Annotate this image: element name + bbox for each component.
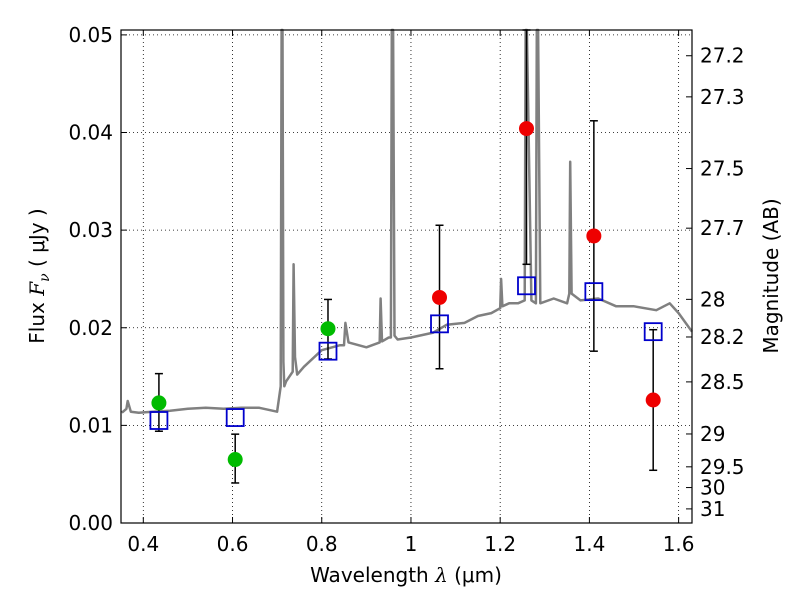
blue-square-point <box>318 341 338 361</box>
x-tick-label: 0.6 <box>217 532 249 556</box>
y-axis-ticks: 0.00 0.01 0.02 0.03 0.04 0.05 <box>68 23 127 535</box>
y-tick-label: 0.04 <box>68 121 113 145</box>
magnitude-axis-title: Magnitude (AB) <box>759 198 783 353</box>
red-point <box>432 289 448 305</box>
plot-frame <box>120 29 693 524</box>
blue-square-point <box>517 276 536 296</box>
x-axis-title-prefix: Wavelength <box>310 563 435 587</box>
x-tick-label: 1 <box>405 532 418 556</box>
blue-square-point <box>643 322 663 342</box>
x-axis-title-symbol: λ <box>434 563 448 587</box>
y-tick-label: 0.00 <box>68 511 113 535</box>
magnitude-tick-label: 29 <box>700 422 725 446</box>
green-point <box>151 395 167 411</box>
y-tick-label: 0.05 <box>68 23 113 47</box>
x-axis-ticks: 0.4 0.6 0.8 1 1.2 1.4 1.6 <box>127 30 695 556</box>
magnitude-tick-label: 28.5 <box>700 370 745 394</box>
red-point <box>586 228 602 244</box>
blue-square-point <box>430 314 449 334</box>
magnitude-tick-label: 30 <box>700 476 725 500</box>
magnitude-tick-label: 31 <box>700 497 725 521</box>
blue-square-point <box>225 408 245 427</box>
magnitude-tick-label: 29.5 <box>700 455 745 479</box>
blue-square-point <box>149 411 169 430</box>
y-tick-label: 0.03 <box>68 218 113 242</box>
magnitude-tick-label: 28.2 <box>700 325 745 349</box>
x-tick-label: 0.4 <box>127 532 159 556</box>
y-tick-label: 0.02 <box>68 316 113 340</box>
x-tick-label: 1.6 <box>663 532 695 556</box>
magnitude-tick-label: 27.7 <box>700 216 745 240</box>
x-tick-label: 1.2 <box>484 532 516 556</box>
x-tick-label: 1.4 <box>573 532 605 556</box>
magnitude-tick-label: 27.2 <box>700 44 745 68</box>
spectrum-series <box>121 28 694 414</box>
grid-lines <box>121 30 692 524</box>
green-point <box>320 321 336 337</box>
spectrum-line <box>121 28 694 414</box>
x-axis-title-units: (μm) <box>448 563 502 587</box>
x-axis-title: Wavelength λ (μm) <box>310 563 502 587</box>
red-point <box>645 392 661 408</box>
y-axis-title-symbol: F <box>25 281 49 297</box>
y-axis-title-subscript: ν <box>37 273 53 282</box>
green-point <box>227 452 243 468</box>
y-axis-title-prefix: Flux <box>25 296 49 344</box>
magnitude-tick-label: 27.5 <box>700 157 745 181</box>
x-tick-label: 0.8 <box>306 532 338 556</box>
y-axis-title-units: ( μJy ) <box>25 208 49 273</box>
data-points <box>149 29 663 484</box>
magnitude-tick-label: 28 <box>700 287 725 311</box>
blue-square-point <box>584 282 604 302</box>
y-axis-title: Flux Fν ( μJy ) <box>25 208 53 343</box>
magnitude-tick-label: 27.3 <box>700 85 745 109</box>
red-point <box>518 121 534 137</box>
y-tick-label: 0.01 <box>68 413 113 437</box>
